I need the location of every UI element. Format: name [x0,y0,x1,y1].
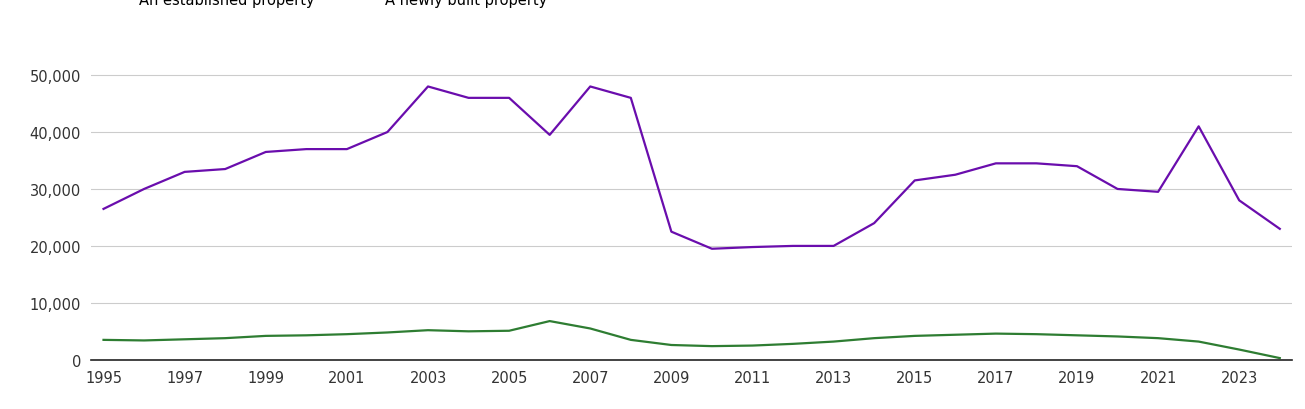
An established property [1069,164,1084,169]
An established property [380,130,395,135]
An established property [542,133,557,138]
Legend: An established property, A newly built property: An established property, A newly built p… [99,0,547,8]
A newly built property [1232,347,1248,352]
A newly built property [705,344,720,349]
An established property [826,244,842,249]
An established property [1272,227,1288,232]
An established property [1109,187,1125,192]
A newly built property [622,337,638,342]
A newly built property [1069,333,1084,338]
An established property [1028,162,1044,166]
A newly built property [1272,356,1288,361]
A newly built property [826,339,842,344]
A newly built property [907,334,923,339]
An established property [136,187,151,192]
A newly built property [1109,334,1125,339]
An established property [218,167,234,172]
A newly built property [988,331,1004,336]
A newly built property [380,330,395,335]
An established property [299,147,315,152]
A newly built property [95,337,111,342]
A newly built property [582,326,598,331]
A newly built property [1028,332,1044,337]
An established property [258,150,274,155]
An established property [1232,198,1248,203]
A newly built property [663,343,679,348]
A newly built property [299,333,315,338]
An established property [1150,190,1165,195]
An established property [339,147,355,152]
An established property [705,247,720,252]
An established property [461,96,476,101]
A newly built property [176,337,192,342]
Line: A newly built property: A newly built property [103,321,1280,358]
An established property [1191,125,1207,130]
An established property [582,85,598,90]
A newly built property [1150,336,1165,341]
An established property [420,85,436,90]
An established property [867,221,882,226]
A newly built property [786,342,801,346]
An established property [907,179,923,184]
An established property [95,207,111,212]
Line: An established property: An established property [103,87,1280,249]
A newly built property [867,336,882,341]
An established property [745,245,761,250]
A newly built property [461,329,476,334]
A newly built property [136,338,151,343]
An established property [176,170,192,175]
An established property [501,96,517,101]
A newly built property [542,319,557,324]
A newly built property [420,328,436,333]
A newly built property [1191,339,1207,344]
An established property [622,96,638,101]
A newly built property [218,336,234,341]
An established property [947,173,963,178]
An established property [663,230,679,235]
A newly built property [745,343,761,348]
A newly built property [258,334,274,339]
A newly built property [339,332,355,337]
A newly built property [501,328,517,333]
An established property [988,162,1004,166]
A newly built property [947,333,963,337]
An established property [786,244,801,249]
